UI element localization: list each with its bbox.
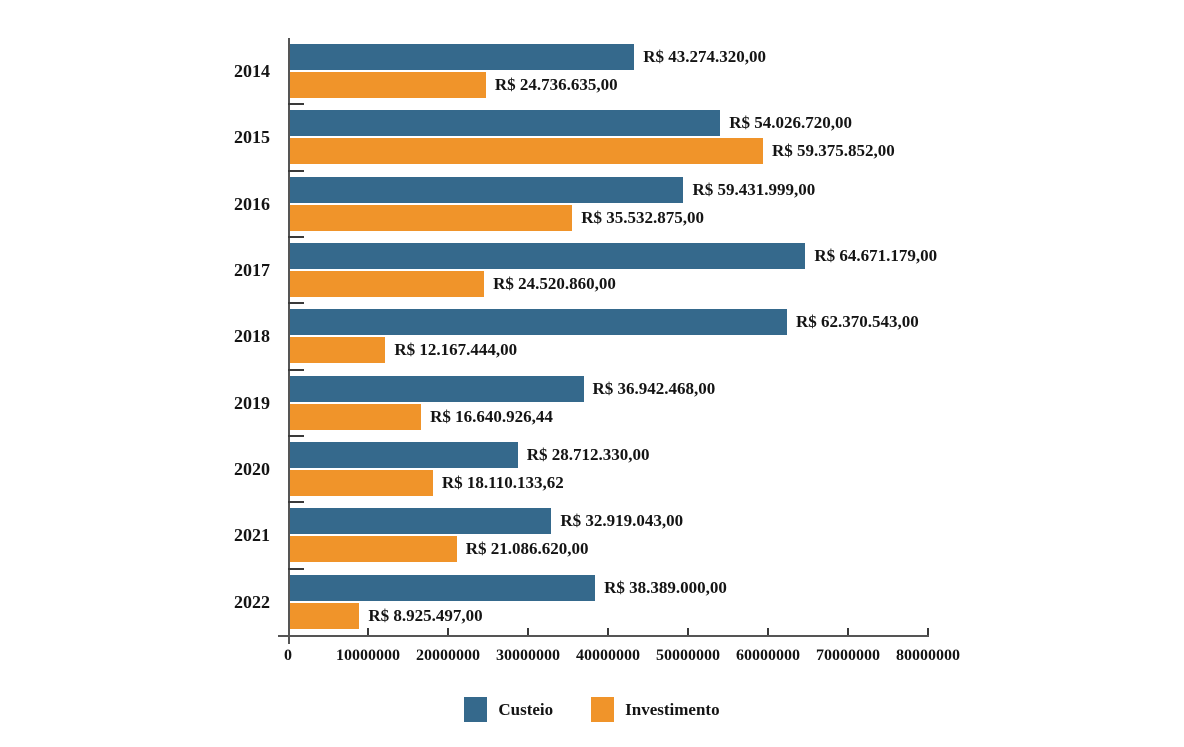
y-axis-tick bbox=[288, 567, 304, 570]
bar-investimento-2017 bbox=[290, 270, 485, 297]
y-axis-tick bbox=[288, 235, 304, 238]
bar-value-label-investimento-2022: R$ 8.925.497,00 bbox=[368, 605, 483, 625]
legend-label-investimento: Investimento bbox=[625, 699, 720, 719]
bar-value-label-custeio-2014: R$ 43.274.320,00 bbox=[643, 47, 766, 66]
bar-value-label-investimento-2021: R$ 21.086.620,00 bbox=[465, 539, 589, 559]
bar-custeio-2017 bbox=[290, 242, 806, 269]
category-label-2019: 2019 bbox=[234, 392, 270, 413]
category-label-2015: 2015 bbox=[234, 127, 270, 148]
bar-value-label-investimento-2014: R$ 24.736.635,00 bbox=[494, 75, 618, 94]
legend-swatch-investimento bbox=[591, 697, 615, 722]
category-label-2020: 2020 bbox=[234, 458, 270, 479]
x-axis-tick bbox=[607, 628, 609, 635]
x-axis-tick bbox=[447, 628, 449, 635]
bar-value-label-investimento-2020: R$ 18.110.133,62 bbox=[441, 472, 564, 492]
x-axis-tick bbox=[367, 628, 369, 635]
x-axis-tick-label: 40000000 bbox=[576, 647, 640, 664]
legend-item-investimento: Investimento bbox=[591, 697, 720, 722]
bar-value-label-investimento-2016: R$ 35.532.875,00 bbox=[581, 207, 705, 227]
x-axis-tick bbox=[527, 628, 529, 635]
y-axis-line bbox=[288, 38, 290, 644]
category-label-2017: 2017 bbox=[234, 259, 270, 280]
bar-investimento-2015 bbox=[290, 138, 763, 165]
bar-value-label-investimento-2017: R$ 24.520.860,00 bbox=[493, 273, 616, 293]
category-label-2018: 2018 bbox=[234, 326, 270, 347]
bar-custeio-2015 bbox=[290, 110, 721, 137]
bar-investimento-2021 bbox=[290, 536, 457, 563]
x-axis-tick-label: 80000000 bbox=[896, 647, 960, 664]
category-label-2022: 2022 bbox=[234, 591, 270, 612]
bar-custeio-2019 bbox=[290, 375, 584, 402]
legend-swatch-custeio bbox=[464, 697, 488, 722]
x-axis-tick-label: 0 bbox=[284, 647, 292, 664]
y-axis-tick bbox=[288, 169, 304, 172]
bar-value-label-custeio-2021: R$ 32.919.043,00 bbox=[560, 511, 684, 531]
bar-value-label-custeio-2018: R$ 62.370.543,00 bbox=[795, 312, 919, 332]
bar-value-label-custeio-2020: R$ 28.712.330,00 bbox=[526, 444, 650, 464]
bar-investimento-2019 bbox=[290, 403, 422, 430]
bar-investimento-2018 bbox=[290, 337, 386, 364]
x-axis-tick-label: 20000000 bbox=[416, 647, 480, 664]
bar-custeio-2014 bbox=[290, 44, 635, 70]
bar-value-label-custeio-2022: R$ 38.389.000,00 bbox=[604, 577, 727, 597]
bar-value-label-investimento-2015: R$ 59.375.852,00 bbox=[772, 141, 895, 161]
legend-item-custeio: Custeio bbox=[464, 697, 553, 722]
bar-custeio-2020 bbox=[290, 441, 518, 468]
bar-custeio-2022 bbox=[290, 574, 596, 601]
bar-investimento-2016 bbox=[290, 204, 573, 231]
y-axis-tick bbox=[288, 501, 304, 504]
bar-value-label-custeio-2016: R$ 59.431.999,00 bbox=[692, 179, 816, 199]
legend-label-custeio: Custeio bbox=[498, 699, 554, 719]
bar-value-label-custeio-2017: R$ 64.671.179,00 bbox=[814, 245, 938, 265]
bar-custeio-2018 bbox=[290, 309, 787, 336]
x-axis-line bbox=[278, 635, 929, 637]
bar-value-label-investimento-2018: R$ 12.167.444,00 bbox=[394, 340, 518, 360]
bar-investimento-2020 bbox=[290, 469, 433, 496]
category-label-2016: 2016 bbox=[234, 193, 270, 214]
x-axis-tick-label: 10000000 bbox=[336, 647, 400, 664]
x-axis-tick-label: 60000000 bbox=[736, 647, 800, 664]
y-axis-tick bbox=[288, 103, 304, 106]
bar-value-label-custeio-2015: R$ 54.026.720,00 bbox=[729, 113, 852, 133]
bar-investimento-2014 bbox=[290, 72, 486, 98]
y-axis-tick bbox=[288, 368, 304, 371]
x-axis-tick-label: 30000000 bbox=[496, 647, 560, 664]
x-axis-tick bbox=[767, 628, 769, 635]
x-axis-tick-label: 70000000 bbox=[816, 647, 880, 664]
x-axis-tick-label: 50000000 bbox=[656, 647, 720, 664]
bar-value-label-custeio-2019: R$ 36.942.468,00 bbox=[592, 378, 716, 398]
x-axis-tick bbox=[927, 628, 929, 635]
category-label-2021: 2021 bbox=[234, 525, 270, 546]
bar-value-label-investimento-2019: R$ 16.640.926,44 bbox=[430, 406, 553, 426]
bar-investimento-2022 bbox=[290, 602, 360, 629]
bar-custeio-2021 bbox=[290, 508, 552, 535]
y-axis-tick bbox=[288, 302, 304, 305]
bar-custeio-2016 bbox=[290, 176, 684, 203]
x-axis-tick bbox=[687, 628, 689, 635]
legend: Custeio Investimento bbox=[0, 697, 1184, 722]
category-label-2014: 2014 bbox=[234, 61, 270, 81]
y-axis-tick bbox=[288, 434, 304, 437]
x-axis-tick bbox=[847, 628, 849, 635]
